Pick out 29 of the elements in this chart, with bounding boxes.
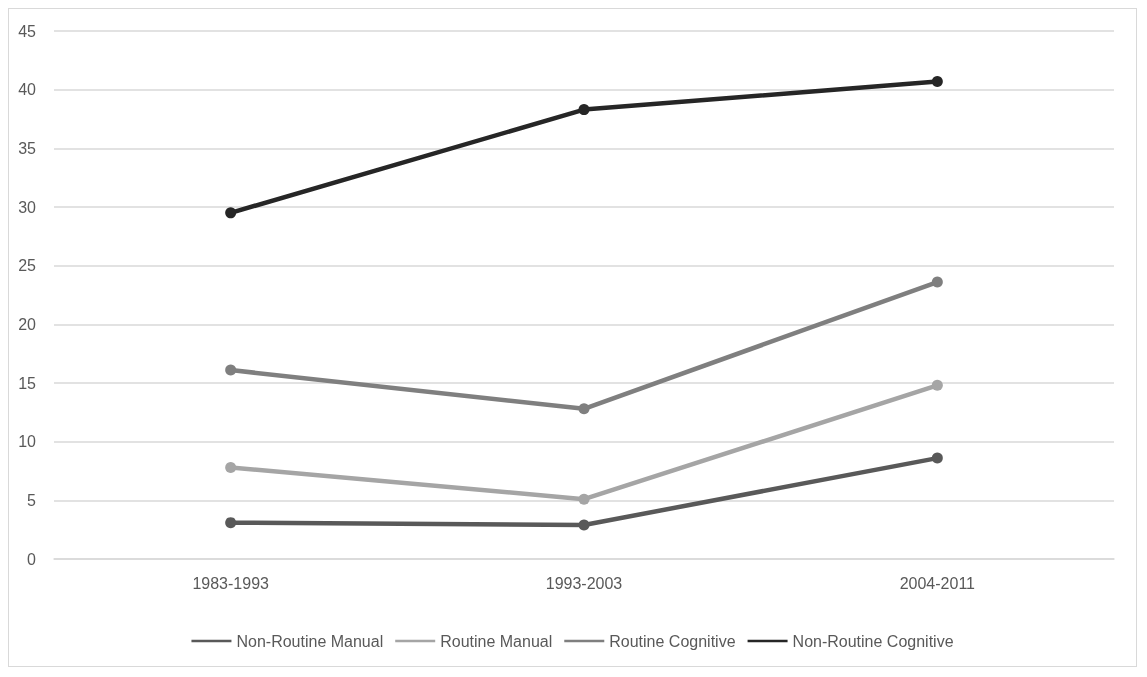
y-tick-label: 40	[18, 81, 37, 99]
point	[578, 104, 590, 116]
y-tick-label: 45	[18, 22, 37, 40]
point	[225, 207, 237, 219]
x-tick-label: 2004-2011	[899, 574, 976, 592]
point	[578, 493, 590, 505]
y-tick-label: 30	[18, 198, 37, 216]
legend-label: Routine Manual	[440, 632, 553, 650]
point	[931, 379, 943, 391]
y-tick-label: 25	[18, 257, 37, 275]
point	[225, 517, 237, 529]
point	[225, 461, 237, 473]
point	[578, 403, 590, 415]
y-tick-label: 0	[27, 550, 37, 568]
x-tick-label: 1983-1993	[192, 574, 270, 592]
y-tick-label: 20	[18, 315, 37, 333]
legend-label: Non-Routine Manual	[236, 632, 384, 650]
point	[578, 519, 590, 531]
point	[931, 75, 943, 87]
legend-label: Non-Routine Cognitive	[792, 632, 954, 650]
y-tick-label: 35	[18, 139, 37, 157]
point	[931, 276, 943, 288]
y-tick-label: 10	[18, 433, 37, 451]
point	[225, 364, 237, 376]
y-tick-label: 15	[18, 374, 37, 392]
point	[931, 452, 943, 464]
x-tick-label: 1993-2003	[545, 574, 623, 592]
legend-label: Routine Cognitive	[609, 632, 736, 650]
y-tick-label: 5	[27, 491, 37, 509]
